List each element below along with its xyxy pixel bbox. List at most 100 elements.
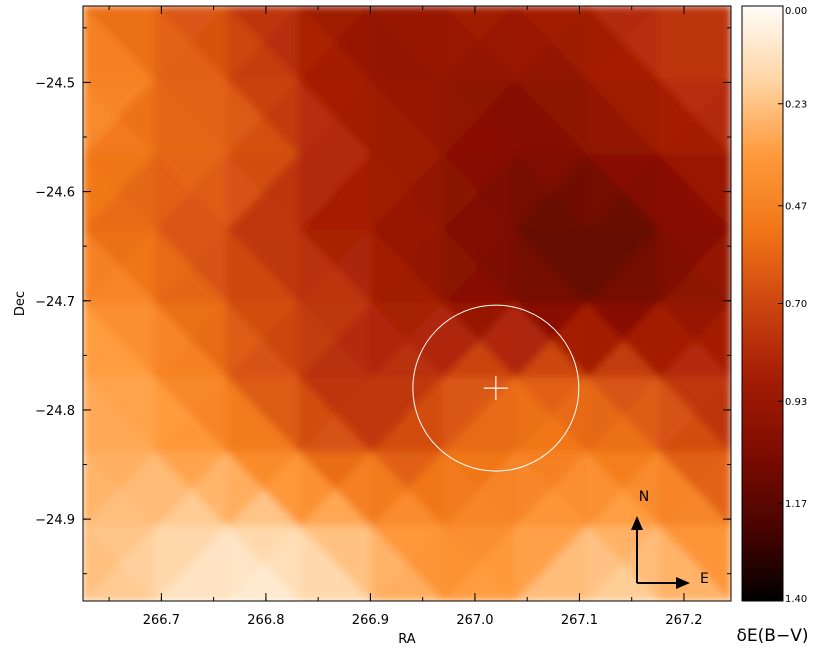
heatmap-cell [586,525,624,601]
heatmap-cell [442,525,480,601]
compass-north-label: N [639,489,649,505]
heatmap-cell [298,6,336,82]
heatmap-cell [442,376,480,454]
heatmap-cell [370,227,408,305]
heatmap-cell [586,153,624,231]
colorbar [741,5,784,602]
heatmap-cell [586,302,624,380]
heatmap-cell [370,525,408,601]
compass-east-arrowhead [676,577,690,589]
x-tick-label: 267.1 [561,613,598,628]
x-axis: 266.7 266.8 266.9 267.0 267.1 267.2 [108,6,703,628]
heatmap-cell [298,451,336,528]
aperture-circle [412,304,580,472]
heatmap-cell [226,6,264,82]
heatmap-cell [514,153,552,231]
heatmap-cell [154,525,192,601]
heatmap-cell [658,451,696,528]
y-axis: −24.5 −24.6 −24.7 −24.8 −24.9 [35,27,731,575]
heatmap-cell [370,451,408,528]
heatmap-cell [658,227,696,305]
heatmap-cell [442,227,480,305]
heatmap [83,6,731,601]
heatmap-cell [298,376,336,454]
heatmap-cell [154,376,192,454]
heatmap-cell [83,377,120,454]
heatmap-cell [658,376,696,454]
heatmap-cell [226,525,264,601]
heatmap-cell [154,302,192,380]
heatmap-cell [442,451,480,528]
heatmap-cell [514,6,552,82]
heatmap-cell [442,6,480,82]
heatmap-cell [514,525,552,601]
heatmap-cell [83,154,120,230]
heatmap-cell [226,79,264,157]
colorbar-tick-label: 0.23 [785,99,807,110]
x-tick-label: 266.9 [352,613,389,628]
heatmap-cell [586,6,624,82]
heatmap-cell [154,79,192,157]
heatmap-cell [514,302,552,380]
heatmap-cell [154,153,192,231]
heatmap-cell [298,227,336,305]
heatmap-cell [83,6,120,82]
heatmap-cell [154,227,192,305]
heatmap-cell [226,302,264,380]
colorbar-ticks: 0.00 0.23 0.47 0.70 0.93 1.17 1.40 [778,5,807,605]
heatmap-cell [586,227,624,305]
heatmap-cell [83,302,120,379]
heatmap-cell [154,6,192,82]
heatmap-cell [83,451,120,528]
colorbar-tick-label: 1.17 [785,499,807,510]
heatmap-cell [154,451,192,528]
heatmap-cell [298,525,336,601]
x-tick-label: 266.8 [247,613,284,628]
x-tick-label: 267.0 [456,613,493,628]
heatmap-cell [83,228,120,305]
colorbar-tick-label: 0.00 [785,6,807,17]
heatmap-cell [658,79,696,157]
heatmap-cell [370,153,408,231]
heatmap-cell [370,79,408,157]
y-axis-label: Dec [13,291,28,316]
heatmap-cell [370,376,408,454]
heatmap-cell [226,153,264,231]
heatmap-cell [442,79,480,157]
heatmap-cell [442,153,480,231]
y-tick-label: −24.9 [35,513,75,528]
heatmap-cell [83,525,120,601]
heatmap-cell [298,79,336,157]
heatmap-cell [586,376,624,454]
plot-frame [82,5,732,602]
y-tick-label: −24.5 [35,76,75,91]
heatmap-cell [514,451,552,528]
colorbar-label: δE(B−V) [737,626,809,646]
heatmap-cell [658,6,696,82]
x-tick-label: 266.7 [143,613,180,628]
colorbar-tick-label: 0.93 [785,397,807,408]
y-tick-label: −24.7 [35,295,75,310]
x-tick-label: 267.2 [665,613,702,628]
heatmap-cell [370,302,408,380]
overlay [412,304,580,472]
heatmap-cell [226,376,264,454]
heatmap-cell [226,227,264,305]
heatmap-cell [226,451,264,528]
heatmap-cell [658,302,696,380]
heatmap-cell [442,302,480,380]
colorbar-tick-label: 0.47 [785,201,807,212]
heatmap-cell [83,79,120,156]
colorbar-tick-label: 0.70 [785,299,807,310]
colorbar-tick-label: 1.40 [785,594,807,605]
y-tick-label: −24.8 [35,404,75,419]
y-tick-label: −24.6 [35,186,75,201]
heatmap-cell [586,79,624,157]
heatmap-cell [298,153,336,231]
compass: N E [631,489,709,589]
x-axis-label: RA [398,632,416,647]
heatmap-cell [658,153,696,231]
compass-east-label: E [700,571,709,587]
compass-north-arrowhead [631,516,643,530]
